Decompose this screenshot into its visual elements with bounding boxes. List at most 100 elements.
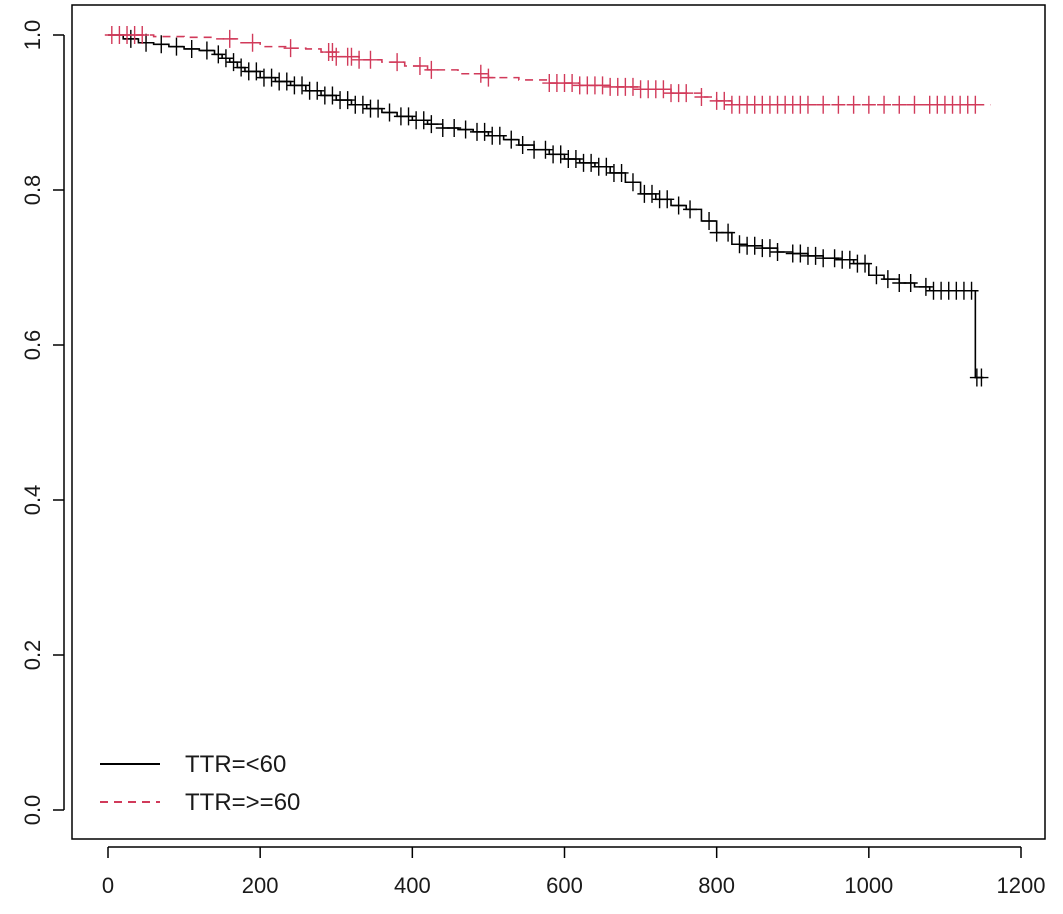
- series-0-censor-mark: [416, 111, 431, 130]
- legend-label-series-0: TTR=<60: [185, 751, 286, 778]
- series-1-censor-mark: [245, 33, 260, 52]
- series-0-censor-mark: [614, 163, 629, 182]
- series-0-censor-mark: [310, 81, 325, 100]
- series-0-censor-mark: [869, 266, 884, 285]
- series-1-censor-mark: [968, 95, 983, 114]
- y-tick-label: 0.6: [20, 330, 45, 361]
- series-1-censor-mark: [363, 50, 378, 69]
- legend: TTR=<60 TTR=>=60: [100, 751, 300, 816]
- series-1-censor-mark: [344, 47, 359, 66]
- series-0-censor-mark: [515, 136, 530, 155]
- series-0-censor-mark: [371, 99, 386, 118]
- series-0-censor-mark: [880, 270, 895, 289]
- series-1-censor-mark: [861, 95, 876, 114]
- x-tick-label: 200: [242, 873, 279, 898]
- series-1-censor-mark: [481, 68, 496, 87]
- series-0-censor-mark: [747, 236, 762, 255]
- x-tick-label: 600: [546, 873, 583, 898]
- series-1-censor-mark: [565, 74, 580, 93]
- series-1-censor-mark: [283, 39, 298, 58]
- series-0-censor-mark: [770, 243, 785, 261]
- x-tick-label: 1000: [844, 873, 893, 898]
- series-0-censor-mark: [762, 239, 777, 258]
- y-tick-label: 0.4: [20, 485, 45, 516]
- y-tick-label: 0.8: [20, 175, 45, 206]
- series-1-censor-mark: [877, 95, 892, 114]
- series-0-censor-mark: [279, 72, 294, 91]
- series-0-censor-mark: [702, 212, 717, 230]
- x-tick-label: 1200: [997, 873, 1046, 898]
- series-0-censor-mark: [139, 33, 154, 52]
- series-1-censor-mark: [135, 26, 150, 44]
- series-0-censor-mark: [340, 91, 355, 110]
- series-1-censor-mark: [679, 84, 694, 103]
- series-1-censor-mark: [816, 95, 831, 114]
- series-0-censor-mark: [584, 153, 599, 172]
- series-0-censor-mark: [660, 190, 675, 209]
- series-1-censor-mark: [846, 95, 861, 114]
- series-0-censor-mark: [295, 76, 310, 95]
- x-tick-label: 400: [394, 873, 431, 898]
- series-0-censor-mark: [625, 173, 640, 192]
- series-0-censor-mark: [808, 246, 823, 265]
- series-0-censor-mark: [458, 120, 473, 139]
- y-axis: 0.0 0.2 0.4 0.6 0.8 1.0: [20, 20, 65, 826]
- series-1-censor-mark: [831, 95, 846, 114]
- x-axis: 0 200 400 600 800 1000 1200: [102, 846, 1046, 898]
- series-0-censor-mark: [492, 126, 507, 145]
- series-0-censor-mark: [903, 274, 918, 292]
- series-0-censor-mark: [974, 368, 989, 387]
- series-0-censor-mark: [858, 254, 873, 273]
- series-1-censor-mark: [625, 77, 640, 96]
- series-0-censor-mark: [447, 119, 462, 137]
- y-tick-label: 0.2: [20, 640, 45, 671]
- series-1-censor-mark: [473, 64, 488, 83]
- series-1-censor-mark: [390, 53, 405, 72]
- series-1-censor-mark: [892, 95, 907, 114]
- series-0-censor-mark: [553, 145, 568, 164]
- series-0-censor-mark: [721, 223, 736, 242]
- series-0-censor-mark: [827, 249, 842, 268]
- series-0-censor-mark: [683, 200, 698, 219]
- series-0-censor-mark: [732, 235, 747, 254]
- series-0-curve: [108, 34, 983, 379]
- series-1-censor-mark: [717, 91, 732, 110]
- series-1-censor-mark: [325, 43, 340, 62]
- series-0-censor-mark: [355, 95, 370, 114]
- series-0-censor-mark: [218, 49, 233, 68]
- series-0-censor-mark: [325, 86, 340, 105]
- series-0-censor-mark: [599, 157, 614, 176]
- series-0-censor-mark: [401, 107, 416, 126]
- series-0-censor-mark: [842, 250, 857, 269]
- series-0-censor-mark: [424, 115, 439, 134]
- series-0-censor-mark: [568, 150, 583, 168]
- series-1-censor-mark: [800, 95, 815, 114]
- series-1-curve: [108, 34, 991, 106]
- series-0-censor-mark: [211, 45, 226, 64]
- y-tick-label: 0.0: [20, 795, 45, 826]
- series-0-censor-mark: [264, 68, 279, 87]
- series-0-censor-mark: [382, 103, 397, 122]
- series-0-censor-mark: [538, 140, 553, 159]
- series-0-censor-mark: [477, 122, 492, 141]
- x-tick-label: 0: [102, 873, 114, 898]
- series-1-censor-mark: [694, 88, 709, 106]
- plot-frame: [71, 4, 1046, 840]
- series-0-censor-mark: [793, 244, 808, 263]
- x-tick-label: 800: [698, 873, 735, 898]
- series-1-censor-mark: [907, 95, 922, 114]
- series-0-censor-mark: [249, 62, 264, 81]
- series-0-censor-mark: [918, 277, 933, 296]
- series-0-censor-mark: [226, 53, 241, 72]
- series-1-censor-mark: [595, 76, 610, 95]
- series-0-censor-mark: [199, 41, 214, 60]
- y-tick-label: 1.0: [20, 20, 45, 51]
- series-0-censor-mark: [184, 39, 199, 58]
- series-0-censor-mark: [504, 130, 519, 149]
- series-0-censor-mark: [123, 29, 138, 48]
- series-0-censor-mark: [154, 35, 169, 54]
- series-1-censor-mark: [424, 60, 439, 79]
- series-1-censor-mark: [412, 57, 427, 75]
- legend-label-series-1: TTR=>=60: [185, 789, 300, 816]
